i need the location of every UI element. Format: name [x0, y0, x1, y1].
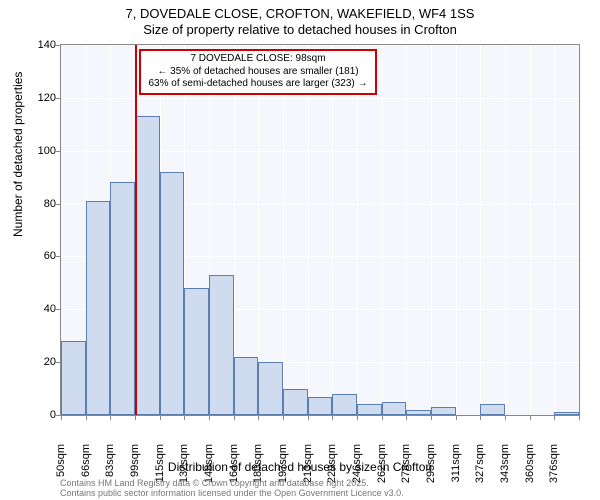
histogram-bar: [357, 404, 382, 415]
x-tick-mark: [283, 416, 284, 420]
gridline-vertical: [308, 45, 309, 415]
gridline-vertical: [406, 45, 407, 415]
x-tick-mark: [184, 416, 185, 420]
x-tick-mark: [579, 416, 580, 420]
gridline-vertical: [258, 45, 259, 415]
chart-title-line2: Size of property relative to detached ho…: [0, 22, 600, 37]
footer-line1: Contains HM Land Registry data © Crown c…: [60, 478, 369, 488]
y-tick-label: 80: [16, 198, 56, 210]
x-tick-mark: [234, 416, 235, 420]
chart-title-line1: 7, DOVEDALE CLOSE, CROFTON, WAKEFIELD, W…: [0, 6, 600, 21]
x-tick-mark: [332, 416, 333, 420]
y-tick-label: 20: [16, 356, 56, 368]
x-tick-mark: [110, 416, 111, 420]
y-tick-label: 0: [16, 409, 56, 421]
y-tick-mark: [56, 256, 60, 257]
y-tick-mark: [56, 98, 60, 99]
gridline-vertical: [530, 45, 531, 415]
histogram-bar: [209, 275, 234, 415]
x-tick-mark: [61, 416, 62, 420]
y-tick-label: 140: [16, 39, 56, 51]
annotation-line: 7 DOVEDALE CLOSE: 98sqm: [145, 53, 371, 66]
annotation-box: 7 DOVEDALE CLOSE: 98sqm← 35% of detached…: [139, 49, 377, 95]
histogram-bar: [283, 389, 308, 415]
x-tick-mark: [530, 416, 531, 420]
y-tick-label: 40: [16, 303, 56, 315]
gridline-vertical: [332, 45, 333, 415]
gridline-vertical: [554, 45, 555, 415]
gridline-horizontal: [61, 98, 579, 99]
footer-line2: Contains public sector information licen…: [60, 488, 404, 498]
x-tick-mark: [135, 416, 136, 420]
y-tick-label: 60: [16, 250, 56, 262]
histogram-bar: [86, 201, 111, 415]
x-tick-mark: [86, 416, 87, 420]
x-tick-mark: [431, 416, 432, 420]
histogram-bar: [382, 402, 407, 415]
histogram-bar: [332, 394, 357, 415]
x-tick-mark: [308, 416, 309, 420]
histogram-bar: [61, 341, 86, 415]
y-tick-mark: [56, 151, 60, 152]
gridline-vertical: [456, 45, 457, 415]
histogram-bar: [110, 182, 135, 415]
histogram-bar: [234, 357, 259, 415]
x-tick-mark: [357, 416, 358, 420]
x-tick-mark: [406, 416, 407, 420]
gridline-vertical: [382, 45, 383, 415]
y-tick-mark: [56, 415, 60, 416]
annotation-line: 63% of semi-detached houses are larger (…: [145, 78, 371, 91]
histogram-bar: [184, 288, 209, 415]
y-tick-mark: [56, 45, 60, 46]
chart-container: 7, DOVEDALE CLOSE, CROFTON, WAKEFIELD, W…: [0, 0, 600, 500]
histogram-bar: [160, 172, 185, 415]
gridline-vertical: [431, 45, 432, 415]
annotation-line: ← 35% of detached houses are smaller (18…: [145, 66, 371, 79]
histogram-bar: [258, 362, 283, 415]
histogram-bar: [135, 116, 160, 415]
x-tick-mark: [160, 416, 161, 420]
x-tick-mark: [554, 416, 555, 420]
marker-line: [135, 45, 137, 415]
x-tick-mark: [480, 416, 481, 420]
histogram-bar: [406, 410, 431, 415]
y-tick-mark: [56, 204, 60, 205]
plot-area: 7 DOVEDALE CLOSE: 98sqm← 35% of detached…: [60, 44, 580, 416]
y-tick-label: 120: [16, 92, 56, 104]
x-tick-mark: [258, 416, 259, 420]
x-tick-mark: [209, 416, 210, 420]
y-tick-label: 100: [16, 145, 56, 157]
x-tick-mark: [456, 416, 457, 420]
histogram-bar: [480, 404, 505, 415]
y-tick-mark: [56, 309, 60, 310]
gridline-vertical: [283, 45, 284, 415]
histogram-bar: [431, 407, 456, 415]
x-tick-mark: [382, 416, 383, 420]
y-tick-mark: [56, 362, 60, 363]
gridline-vertical: [357, 45, 358, 415]
x-axis-label: Distribution of detached houses by size …: [0, 460, 600, 474]
gridline-vertical: [505, 45, 506, 415]
histogram-bar: [554, 412, 579, 415]
histogram-bar: [308, 397, 333, 416]
gridline-vertical: [480, 45, 481, 415]
x-tick-mark: [505, 416, 506, 420]
